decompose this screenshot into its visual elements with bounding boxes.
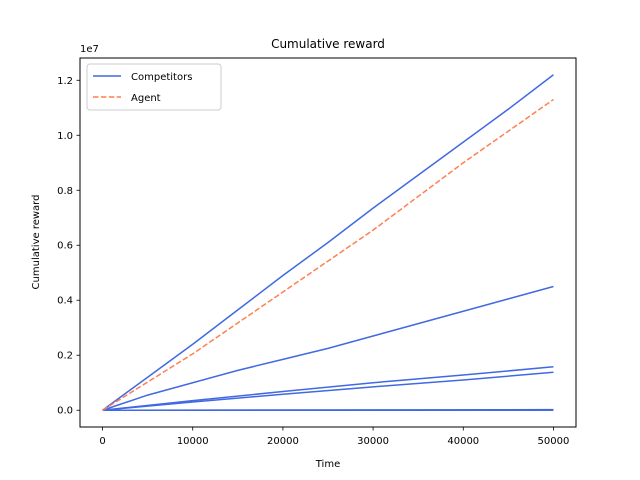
competitor-series-line-0 [102,74,554,411]
legend-label-competitors: Competitors [131,72,192,83]
y-axis-title: Cumulative reward [31,195,42,290]
legend: Competitors Agent [86,63,222,111]
x-tick-label: 40000 [447,436,479,447]
plot-area [102,74,554,411]
y-tick-label: 0.4 [57,296,73,307]
agent-series-line-6 [102,98,554,411]
legend-label-agent: Agent [131,93,161,104]
y-axis: 0.0 0.2 0.4 0.6 0.8 1.0 1.2 [57,76,80,417]
y-scale-label: 1e7 [80,44,99,55]
competitor-series-line-3 [102,371,554,411]
x-tick-label: 30000 [357,436,389,447]
axes-frame [79,57,577,428]
y-tick-label: 0.8 [57,186,73,197]
y-tick-label: 0.6 [57,241,73,252]
chart-title: Cumulative reward [271,37,385,51]
x-tick-label: 20000 [267,436,299,447]
x-tick-label: 10000 [177,436,209,447]
y-tick-label: 1.0 [57,131,73,142]
y-tick-label: 0.0 [57,406,73,417]
competitor-series-line-2 [102,366,554,411]
x-axis-title: Time [315,459,340,470]
x-tick-label: 50000 [538,436,570,447]
competitor-series-line-1 [102,285,554,411]
y-tick-label: 1.2 [57,76,73,87]
x-axis: 0 10000 20000 30000 40000 50000 [99,427,569,447]
x-tick-label: 0 [99,436,105,447]
y-tick-label: 0.2 [57,351,73,362]
